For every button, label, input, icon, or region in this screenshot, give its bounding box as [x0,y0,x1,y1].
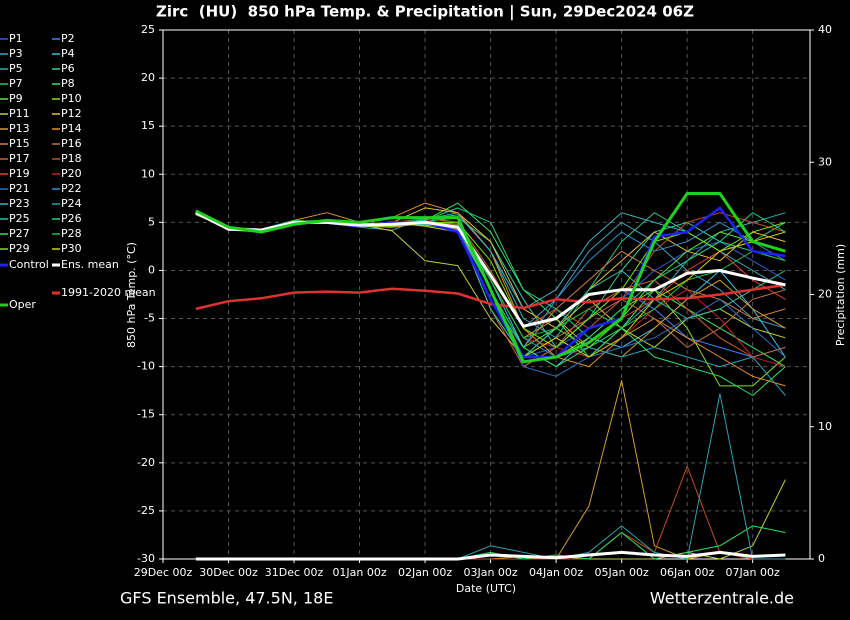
y-axis-label: 850 hPa Temp. (°C) [125,242,138,348]
y-tick-label: 25 [141,23,155,36]
y-tick-label: 20 [141,71,155,84]
y-tick-label: -5 [144,312,155,325]
y2-axis-label: Precipitation (mm) [834,244,847,346]
legend-label: P29 [9,242,30,255]
chart-title: Zirc (HU) 850 hPa Temp. & Precipitation … [156,3,694,22]
x-tick-label: 07Jan 00z [726,566,780,579]
y-tick-label: -30 [137,552,155,565]
y-tick-label: -25 [137,504,155,517]
y-tick-label: 0 [148,263,155,276]
legend-label: P11 [9,107,30,120]
footer-right: Wetterzentrale.de [650,589,794,608]
x-tick-label: 06Jan 00z [660,566,714,579]
legend-label: P17 [9,152,30,165]
legend-label: P24 [61,197,82,210]
legend-label: P15 [9,137,30,150]
legend-label: P5 [9,62,23,75]
legend-label: P14 [61,122,82,135]
y2-tick-label: 30 [818,155,832,168]
x-tick-label: 03Jan 00z [463,566,517,579]
legend-label: P1 [9,32,23,45]
legend-label: P26 [61,212,82,225]
legend-label: P3 [9,47,23,60]
legend-label: P7 [9,77,23,90]
temp-line [195,283,786,311]
x-tick-label: 04Jan 00z [529,566,583,579]
x-tick-label: 05Jan 00z [595,566,649,579]
y-tick-label: -20 [137,456,155,469]
legend-label: P21 [9,182,30,195]
x-axis-label: Date (UTC) [456,582,516,595]
y-tick-label: -10 [137,360,155,373]
legend-label: P10 [61,92,82,105]
x-tick-label: 31Dec 00z [265,566,324,579]
legend-label: P18 [61,152,82,165]
legend-label: P4 [61,47,75,60]
y-tick-label: 10 [141,167,155,180]
footer-left: GFS Ensemble, 47.5N, 18E [120,589,333,608]
legend-label: P9 [9,92,23,105]
y2-tick-label: 0 [818,552,825,565]
legend-label: P6 [61,62,75,75]
x-tick-label: 01Jan 00z [332,566,386,579]
legend-label: P2 [61,32,75,45]
temp-line [195,211,786,328]
legend-label: P27 [9,227,30,240]
legend-label: Oper [9,298,36,311]
legend-label: P8 [61,77,75,90]
temp-line [195,192,786,364]
y-tick-label: -15 [137,408,155,421]
legend-label: P28 [61,227,82,240]
legend-label: P13 [9,122,30,135]
legend-label: P23 [9,197,30,210]
legend-label: P12 [61,107,82,120]
legend-label: P16 [61,137,82,150]
legend-label: Ens. mean [61,258,119,271]
legend-label: P30 [61,242,82,255]
y2-tick-label: 20 [818,288,832,301]
legend-label: P19 [9,167,30,180]
x-tick-label: 30Dec 00z [199,566,258,579]
x-tick-label: 29Dec 00z [134,566,193,579]
legend-label: P20 [61,167,82,180]
y2-tick-label: 10 [818,420,832,433]
legend-label: Control [9,258,49,271]
legend-label: P22 [61,182,82,195]
precip-line [195,550,786,561]
y-tick-label: 15 [141,119,155,132]
x-tick-label: 02Jan 00z [398,566,452,579]
legend-label: P25 [9,212,30,225]
legend-label: 1991-2020 mean [61,286,156,299]
y-tick-label: 5 [148,215,155,228]
y2-tick-label: 40 [818,23,832,36]
